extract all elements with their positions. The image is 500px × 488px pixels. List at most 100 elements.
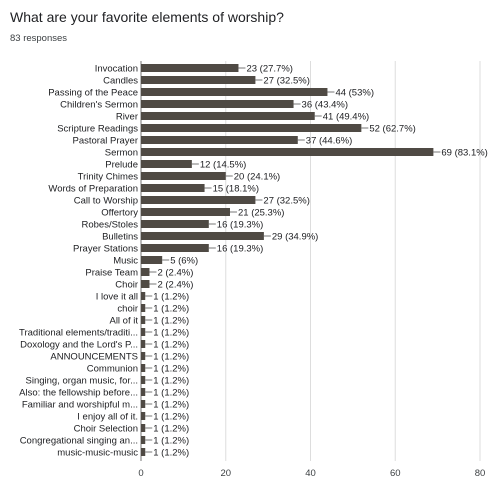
bar[interactable] <box>141 400 146 408</box>
category-label: Communion <box>87 363 138 374</box>
category-label: Choir Selection <box>74 423 138 434</box>
bar[interactable] <box>141 316 146 324</box>
data-label: 41 (49.4%) <box>323 111 369 122</box>
bar[interactable] <box>141 268 150 276</box>
category-label: Robes/Stoles <box>81 219 138 230</box>
data-label: 1 (1.2%) <box>153 399 189 410</box>
data-label: 5 (6%) <box>170 255 198 266</box>
bar[interactable] <box>141 76 256 84</box>
bar[interactable] <box>141 304 146 312</box>
bar[interactable] <box>141 352 146 360</box>
data-label: 1 (1.2%) <box>153 351 189 362</box>
data-label: 15 (18.1%) <box>213 183 259 194</box>
category-label: I love it all <box>96 291 138 302</box>
bar[interactable] <box>141 172 226 180</box>
category-label: Also: the fellowship before... <box>19 387 138 398</box>
bar[interactable] <box>141 388 146 396</box>
bar[interactable] <box>141 232 264 240</box>
category-label: Praise Team <box>85 267 138 278</box>
data-label: 1 (1.2%) <box>153 303 189 314</box>
data-label: 37 (44.6%) <box>306 135 352 146</box>
category-label: Call to Worship <box>74 195 138 206</box>
category-label: I enjoy all of it. <box>77 411 138 422</box>
data-label: 20 (24.1%) <box>234 171 280 182</box>
category-label: River <box>116 111 138 122</box>
x-tick-label: 20 <box>220 468 231 479</box>
bar[interactable] <box>141 220 209 228</box>
bar[interactable] <box>141 160 192 168</box>
bar[interactable] <box>141 280 150 288</box>
data-label: 1 (1.2%) <box>153 363 189 374</box>
bar[interactable] <box>141 376 146 384</box>
chart-x-ticks: 0 20 40 60 80 <box>138 468 485 479</box>
category-label: Children's Sermon <box>60 99 138 110</box>
category-label: music-music-music <box>57 447 138 458</box>
data-label: 1 (1.2%) <box>153 387 189 398</box>
category-label: Prayer Stations <box>73 243 138 254</box>
bar[interactable] <box>141 412 146 420</box>
bar[interactable] <box>141 196 256 204</box>
bar[interactable] <box>141 424 146 432</box>
data-label: 44 (53%) <box>335 87 374 98</box>
category-label: Traditional elements/traditi... <box>19 327 138 338</box>
category-label: Doxology and the Lord's P... <box>20 339 138 350</box>
data-label: 69 (83.1%) <box>441 147 487 158</box>
x-tick-label: 80 <box>475 468 486 479</box>
category-label: Candles <box>103 75 138 86</box>
category-label: Prelude <box>105 159 138 170</box>
data-label: 52 (62.7%) <box>369 123 415 134</box>
bar[interactable] <box>141 340 146 348</box>
category-label: choir <box>117 303 138 314</box>
data-label: 1 (1.2%) <box>153 447 189 458</box>
x-tick-label: 60 <box>390 468 401 479</box>
data-label: 27 (32.5%) <box>263 75 309 86</box>
bar[interactable] <box>141 112 315 120</box>
question-title: What are your favorite elements of worsh… <box>10 9 284 25</box>
bar[interactable] <box>141 448 146 456</box>
chart-data-labels: 23 (27.7%)27 (32.5%)44 (53%)36 (43.4%)41… <box>145 63 488 458</box>
category-label: Scripture Readings <box>57 123 138 134</box>
category-label: Music <box>113 255 138 266</box>
category-label: Pastoral Prayer <box>73 135 138 146</box>
x-tick-label: 0 <box>138 468 143 479</box>
data-label: 23 (27.7%) <box>246 63 292 74</box>
data-label: 1 (1.2%) <box>153 291 189 302</box>
category-label: Bulletins <box>102 231 138 242</box>
category-label: Offertory <box>101 207 138 218</box>
data-label: 1 (1.2%) <box>153 423 189 434</box>
bar[interactable] <box>141 136 298 144</box>
bar[interactable] <box>141 184 205 192</box>
data-label: 1 (1.2%) <box>153 435 189 446</box>
data-label: 27 (32.5%) <box>263 195 309 206</box>
data-label: 1 (1.2%) <box>153 411 189 422</box>
bar[interactable] <box>141 208 230 216</box>
bar[interactable] <box>141 100 294 108</box>
bar[interactable] <box>141 292 146 300</box>
category-label: Trinity Chimes <box>78 171 139 182</box>
data-label: 29 (34.9%) <box>272 231 318 242</box>
chart-bars <box>141 64 434 456</box>
data-label: 1 (1.2%) <box>153 315 189 326</box>
bar[interactable] <box>141 88 328 96</box>
bar[interactable] <box>141 244 209 252</box>
category-label: Passing of the Peace <box>48 87 138 98</box>
bar[interactable] <box>141 364 146 372</box>
data-label: 16 (19.3%) <box>217 243 263 254</box>
bar[interactable] <box>141 64 239 72</box>
bar[interactable] <box>141 328 146 336</box>
category-label: Singing, organ music, for... <box>26 375 138 386</box>
category-label: Choir <box>115 279 138 290</box>
data-label: 16 (19.3%) <box>217 219 263 230</box>
x-tick-label: 40 <box>305 468 316 479</box>
category-label: ANNOUNCEMENTS <box>50 351 138 362</box>
data-label: 1 (1.2%) <box>153 327 189 338</box>
data-label: 2 (2.4%) <box>157 267 193 278</box>
bar[interactable] <box>141 436 146 444</box>
bar[interactable] <box>141 256 163 264</box>
bar[interactable] <box>141 124 362 132</box>
category-label: Familiar and worshipful m... <box>22 399 138 410</box>
bar[interactable] <box>141 148 434 156</box>
response-count: 83 responses <box>10 33 68 44</box>
